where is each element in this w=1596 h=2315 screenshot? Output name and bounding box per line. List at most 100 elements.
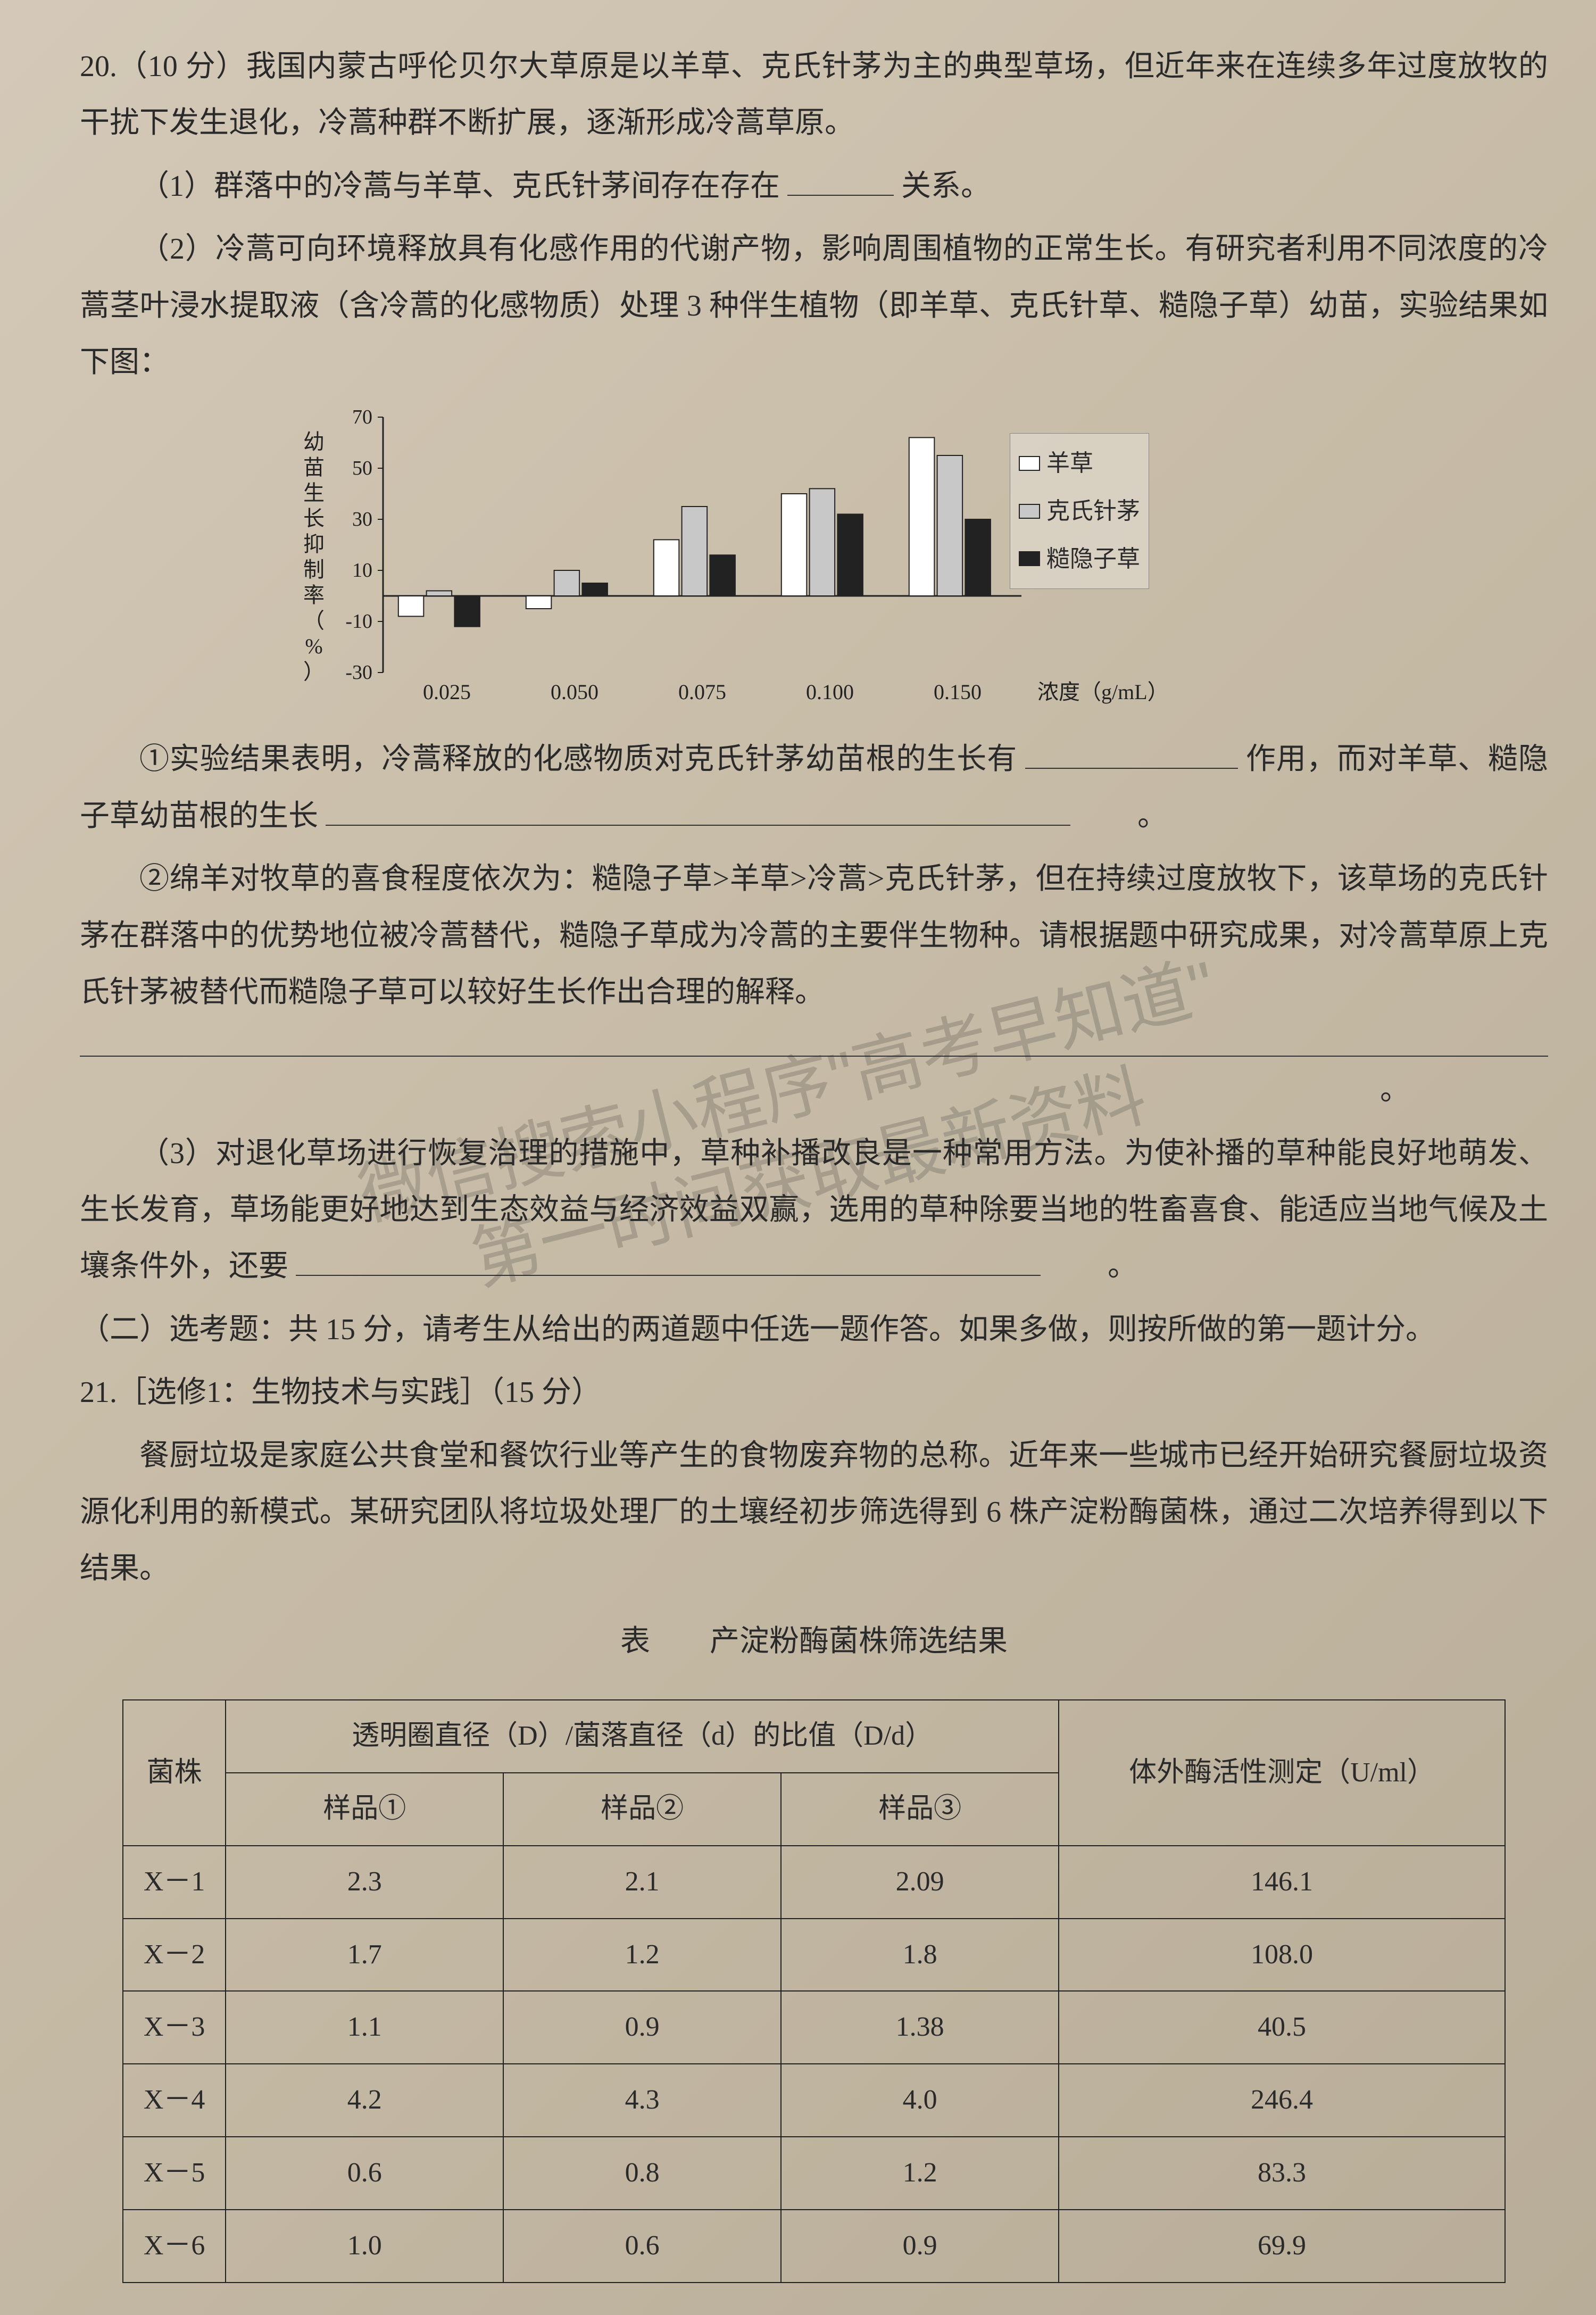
svg-text:生: 生 xyxy=(303,481,325,505)
strain-table: 菌株 透明圈直径（D）/菌落直径（d）的比值（D/d） 体外酶活性测定（U/ml… xyxy=(122,1699,1506,2283)
table-cell: 246.4 xyxy=(1059,2064,1505,2137)
th-activity: 体外酶活性测定（U/ml） xyxy=(1059,1700,1505,1846)
legend-swatch-1 xyxy=(1019,504,1040,519)
table-cell: 0.8 xyxy=(503,2137,781,2210)
table-row: X－31.10.91.3840.5 xyxy=(123,1991,1505,2064)
blank-explain-period: 。 xyxy=(80,1062,1548,1118)
legend-swatch-2 xyxy=(1019,551,1040,566)
svg-text:0.150: 0.150 xyxy=(934,680,982,704)
q20-q3: （3）对退化草场进行恢复治理的措施中，草种补播改良是一种常用方法。为使补播的草种… xyxy=(80,1125,1548,1295)
q20-number: 20.（10 分） xyxy=(80,50,246,83)
q21-intro: 餐厨垃圾是家庭公共食堂和餐饮行业等产生的食物废弃物的总称。近年来一些城市已经开始… xyxy=(80,1428,1548,1597)
q20-p1-text: （1）群落中的冷蒿与羊草、克氏针茅间存在存在 xyxy=(139,170,780,203)
svg-text:幼: 幼 xyxy=(303,430,325,454)
th-strain: 菌株 xyxy=(123,1700,226,1846)
table-cell: 2.3 xyxy=(226,1846,503,1919)
table-row: X－21.71.21.8108.0 xyxy=(123,1919,1505,1992)
legend-item-1: 克氏针茅 xyxy=(1019,489,1140,534)
table-cell: 2.1 xyxy=(503,1846,781,1919)
svg-text:长: 长 xyxy=(303,507,325,530)
svg-text:制: 制 xyxy=(303,558,325,582)
table-cell: X－5 xyxy=(123,2137,226,2210)
table-cell: 146.1 xyxy=(1059,1846,1505,1919)
table-cell: X－4 xyxy=(123,2064,226,2137)
q20-intro-text: 我国内蒙古呼伦贝尔大草原是以羊草、克氏针茅为主的典型草场，但近年来在连续多年过度… xyxy=(80,50,1548,139)
table-cell: 1.0 xyxy=(226,2210,503,2283)
q20-q3b: 。 xyxy=(1048,1238,1137,1295)
blank-seed[interactable] xyxy=(296,1246,1041,1276)
legend-swatch-0 xyxy=(1019,456,1040,471)
svg-text:0.075: 0.075 xyxy=(678,680,726,704)
table-row: X－50.60.81.283.3 xyxy=(123,2137,1505,2210)
svg-text:）: ） xyxy=(303,660,325,684)
legend-item-2: 糙隐子草 xyxy=(1019,537,1140,582)
th-sample3: 样品③ xyxy=(781,1773,1059,1846)
svg-text:10: 10 xyxy=(352,559,372,582)
table-cell: 40.5 xyxy=(1059,1991,1505,2064)
blank-growth[interactable] xyxy=(326,796,1070,826)
svg-text:浓度（g/mL）: 浓度（g/mL） xyxy=(1037,680,1169,704)
svg-text:-10: -10 xyxy=(345,610,372,633)
q20-intro: 20.（10 分）我国内蒙古呼伦贝尔大草原是以羊草、克氏针茅为主的典型草场，但近… xyxy=(80,38,1548,152)
q20-q2-2: ②绵羊对牧草的喜食程度依次为：糙隐子草>羊草>冷蒿>克氏针茅，但在持续过度放牧下… xyxy=(80,851,1548,1020)
th-sample1: 样品① xyxy=(226,1773,503,1846)
table-cell: 4.0 xyxy=(781,2064,1059,2137)
svg-text:70: 70 xyxy=(352,406,372,428)
table-cell: 1.7 xyxy=(226,1919,503,1992)
table-cell: 2.09 xyxy=(781,1846,1059,1919)
section2-header: （二）选考题：共 15 分，请考生从给出的两道题中任选一题作答。如果多做，则按所… xyxy=(80,1301,1548,1358)
legend-label-2: 糙隐子草 xyxy=(1046,537,1140,582)
table-cell: 108.0 xyxy=(1059,1919,1505,1992)
table-cell: 0.9 xyxy=(781,2210,1059,2283)
table-cell: 1.2 xyxy=(781,2137,1059,2210)
svg-text:-30: -30 xyxy=(345,661,372,684)
q20-p1-tail: 关系。 xyxy=(901,170,991,203)
svg-text:0.025: 0.025 xyxy=(423,680,471,704)
q20-p1: （1）群落中的冷蒿与羊草、克氏针茅间存在存在 关系。 xyxy=(80,158,1548,214)
exam-page: 微信搜索小程序"高考早知道" 第一时间获取最新资料 20.（10 分）我国内蒙古… xyxy=(0,0,1596,2315)
q20-q2-1a: ①实验结果表明，冷蒿释放的化感物质对克氏针茅幼苗根的生长有 xyxy=(139,743,1017,776)
table-head: 菌株 透明圈直径（D）/菌落直径（d）的比值（D/d） 体外酶活性测定（U/ml… xyxy=(123,1700,1505,1846)
blank-effect[interactable] xyxy=(1025,739,1238,769)
table-cell: 4.3 xyxy=(503,2064,781,2137)
chart-legend: 羊草 克氏针茅 糙隐子草 xyxy=(1010,433,1149,589)
q20-q2-1: ①实验结果表明，冷蒿释放的化感物质对克氏针茅幼苗根的生长有 作用，而对羊草、糙隐… xyxy=(80,731,1548,844)
legend-label-0: 羊草 xyxy=(1046,441,1093,486)
table-cell: 83.3 xyxy=(1059,2137,1505,2210)
table-caption: 表 产淀粉酶菌株筛选结果 xyxy=(80,1613,1548,1670)
table-cell: 1.1 xyxy=(226,1991,503,2064)
svg-text:0.050: 0.050 xyxy=(551,680,598,704)
svg-text:苗: 苗 xyxy=(303,455,325,479)
svg-text:率: 率 xyxy=(303,583,325,607)
table-cell: 4.2 xyxy=(226,2064,503,2137)
table-row: X－12.32.12.09146.1 xyxy=(123,1846,1505,1919)
table-header-row-1: 菌株 透明圈直径（D）/菌落直径（d）的比值（D/d） 体外酶活性测定（U/ml… xyxy=(123,1700,1505,1773)
q20-q2-1c: 。 xyxy=(1078,788,1167,844)
legend-item-0: 羊草 xyxy=(1019,441,1140,486)
svg-text:0.100: 0.100 xyxy=(806,680,854,704)
table-cell: X－3 xyxy=(123,1991,226,2064)
svg-text:抑: 抑 xyxy=(303,532,325,556)
blank-explain[interactable] xyxy=(80,1027,1548,1057)
table-body: X－12.32.12.09146.1X－21.71.21.8108.0X－31.… xyxy=(123,1846,1505,2283)
th-ratio: 透明圈直径（D）/菌落直径（d）的比值（D/d） xyxy=(226,1700,1059,1773)
table-cell: 0.6 xyxy=(226,2137,503,2210)
svg-text:30: 30 xyxy=(352,508,372,530)
table-cell: 1.2 xyxy=(503,1919,781,1992)
table-cell: X－2 xyxy=(123,1919,226,1992)
table-cell: 1.8 xyxy=(781,1919,1059,1992)
table-cell: 69.9 xyxy=(1059,2210,1505,2283)
svg-text:（: （ xyxy=(303,609,325,633)
svg-text:50: 50 xyxy=(352,457,372,479)
table-cell: X－1 xyxy=(123,1846,226,1919)
table-cell: 0.6 xyxy=(503,2210,781,2283)
q20-p2a: （2）冷蒿可向环境释放具有化感作用的代谢产物，影响周围植物的正常生长。有研究者利… xyxy=(80,221,1548,391)
blank-relation[interactable] xyxy=(787,166,894,196)
legend-label-1: 克氏针茅 xyxy=(1046,489,1140,534)
table-cell: X－6 xyxy=(123,2210,226,2283)
table-cell: 1.38 xyxy=(781,1991,1059,2064)
table-row: X－44.24.34.0246.4 xyxy=(123,2064,1505,2137)
svg-text:%: % xyxy=(305,634,322,658)
th-sample2: 样品② xyxy=(503,1773,781,1846)
table-row: X－61.00.60.969.9 xyxy=(123,2210,1505,2283)
